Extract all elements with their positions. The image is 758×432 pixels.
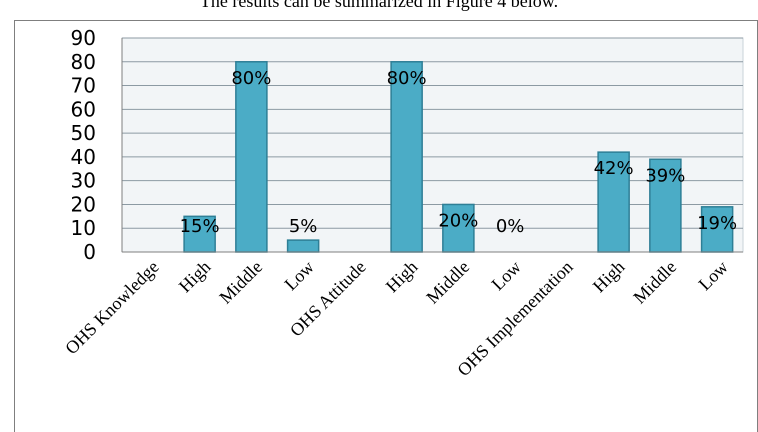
category-label: High xyxy=(589,257,629,297)
y-tick-label: 60 xyxy=(71,97,96,121)
data-label: 39% xyxy=(645,165,685,186)
category-label: Low xyxy=(280,257,317,294)
bar xyxy=(286,239,320,253)
y-tick-label: 50 xyxy=(71,121,96,145)
bar xyxy=(390,61,423,253)
bar xyxy=(700,206,734,253)
category-label: OHS Knowledge xyxy=(61,257,162,358)
bar xyxy=(649,158,682,253)
category-label: High xyxy=(175,257,215,297)
data-label: 20% xyxy=(438,210,478,231)
category-label: Low xyxy=(694,257,731,294)
y-tick-label: 80 xyxy=(71,50,96,74)
y-tick-label: 20 xyxy=(71,192,96,216)
data-label: 80% xyxy=(231,68,271,89)
category-label: Middle xyxy=(215,257,266,308)
category-label: High xyxy=(382,257,422,297)
y-tick-label: 70 xyxy=(71,74,96,98)
y-tick-label: 10 xyxy=(71,216,96,240)
bar xyxy=(235,61,268,253)
category-label: Middle xyxy=(422,257,473,308)
data-label: 80% xyxy=(387,68,427,89)
category-label: Middle xyxy=(629,257,680,308)
data-label: 15% xyxy=(180,216,220,237)
data-label: 42% xyxy=(594,158,634,179)
bar xyxy=(597,151,630,253)
data-label: 5% xyxy=(289,216,318,237)
category-label: Low xyxy=(487,257,524,294)
y-tick-label: 90 xyxy=(71,26,96,50)
bar xyxy=(183,215,216,253)
figure-caption: The results can be summarized in Figure … xyxy=(199,0,559,11)
y-tick-label: 40 xyxy=(71,145,96,169)
y-tick-label: 30 xyxy=(71,169,96,193)
data-label: 19% xyxy=(697,213,737,234)
y-tick-label: 0 xyxy=(83,240,96,264)
data-label: 0% xyxy=(496,216,525,237)
